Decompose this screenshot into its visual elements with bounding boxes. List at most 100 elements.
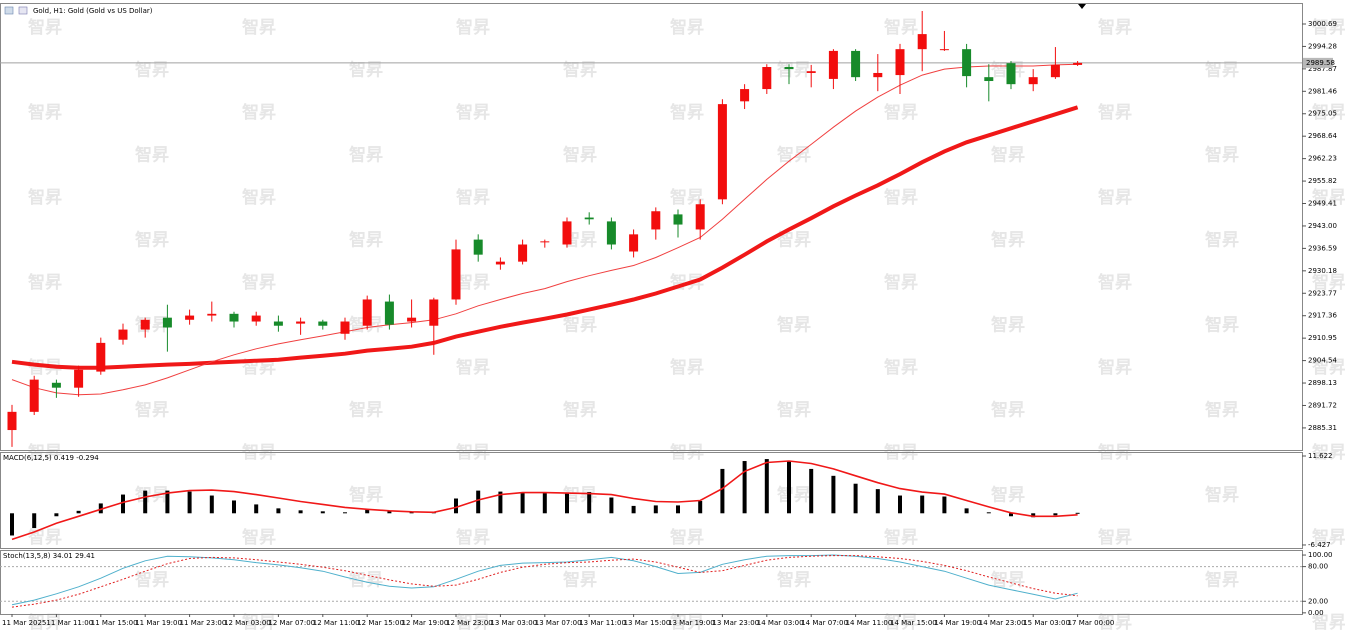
candle-body	[784, 67, 794, 70]
macd-bar	[1053, 513, 1058, 516]
x-tick-label: 11 Mar 11:00	[46, 619, 93, 627]
y-tick-label: -6.427	[1308, 541, 1331, 549]
watermark: 智昇	[563, 570, 597, 591]
candle-body	[606, 221, 616, 245]
watermark: 智昇	[28, 272, 62, 293]
candle-body	[273, 321, 283, 326]
watermark: 智昇	[242, 527, 276, 548]
candle-body	[185, 315, 195, 320]
watermark: 智昇	[670, 357, 704, 378]
macd-bar	[209, 495, 214, 514]
y-tick-label: 2949.41	[1308, 200, 1337, 208]
candle-body	[740, 89, 750, 102]
candle-body	[29, 379, 39, 412]
watermark: 智昇	[884, 17, 918, 38]
macd-bar	[631, 505, 636, 514]
watermark: 智昇	[135, 400, 169, 421]
macd-bar	[232, 500, 236, 514]
watermark: 智昇	[777, 60, 811, 81]
watermark: 智昇	[563, 400, 597, 421]
macd-bar	[1031, 513, 1036, 518]
macd-bar	[764, 459, 769, 514]
candle-body	[251, 315, 261, 322]
x-tick-label: 13 Mar 03:00	[490, 619, 537, 627]
watermark: 智昇	[456, 527, 490, 548]
watermark: 智昇	[28, 102, 62, 123]
y-tick-label: 2955.82	[1308, 177, 1337, 185]
watermark: 智昇	[991, 230, 1025, 251]
macd-bar	[942, 496, 947, 514]
watermark: 智昇	[28, 527, 62, 548]
candle-body	[429, 299, 439, 326]
macd-bar	[565, 493, 569, 514]
x-tick-label: 12 Mar 23:00	[446, 619, 493, 627]
candle-body	[407, 317, 417, 322]
y-tick-label: 2975.05	[1308, 110, 1337, 118]
watermark: 智昇	[1098, 272, 1132, 293]
macd-bar	[831, 475, 836, 514]
y-tick-label: 2891.72	[1308, 401, 1337, 409]
watermark: 智昇	[884, 357, 918, 378]
macd-bar	[853, 483, 858, 514]
plot-layer: 3000.69 2994.28 2987.87 2981.46 2975.05 2968.…	[0, 11, 1337, 627]
watermark: 智昇	[1312, 17, 1345, 38]
watermark: 智昇	[991, 485, 1025, 506]
candle-body	[118, 329, 128, 340]
watermark: 智昇	[135, 60, 169, 81]
y-tick-label: 2917.36	[1308, 312, 1337, 320]
chart-title: Gold, H1: Gold (Gold vs US Dollar)	[33, 7, 153, 15]
y-tick-label: 2968.64	[1308, 132, 1337, 140]
watermark: 智昇	[349, 230, 383, 251]
y-tick-label: 2898.13	[1308, 379, 1337, 387]
watermark: 智昇	[349, 570, 383, 591]
candle-body	[1028, 77, 1038, 85]
watermark: 智昇	[1312, 102, 1345, 123]
candle-body	[296, 321, 306, 324]
y-tick-label: 20.00	[1308, 597, 1328, 605]
x-tick-label: 13 Mar 23:00	[712, 619, 759, 627]
macd-bar	[276, 508, 281, 514]
candle-body	[695, 204, 705, 230]
candle-body	[518, 244, 528, 262]
watermark: 智昇	[1205, 60, 1239, 81]
macd-bar	[898, 495, 902, 514]
x-tick-label: 13 Mar 19:00	[668, 619, 715, 627]
symbol-icon[interactable]	[4, 6, 14, 15]
watermark: 智昇	[28, 612, 62, 633]
candle-body	[207, 313, 217, 316]
candle-body	[962, 49, 972, 77]
candle-body	[762, 67, 772, 90]
y-tick-label: 2987.87	[1308, 65, 1337, 73]
candle-body	[984, 77, 994, 82]
candle-body	[451, 249, 461, 300]
y-tick-label: 2904.54	[1308, 357, 1337, 365]
macd-bar	[964, 508, 969, 514]
watermark: 智昇	[884, 612, 918, 633]
macd-bar	[875, 489, 880, 514]
macd-bar	[454, 498, 458, 514]
watermark: 智昇	[456, 612, 490, 633]
timeframe-icon[interactable]	[18, 6, 28, 15]
watermark: 智昇	[1312, 442, 1345, 463]
watermark: 智昇	[1205, 485, 1239, 506]
watermark: 智昇	[670, 187, 704, 208]
x-tick-label: 12 Mar 11:00	[313, 619, 360, 627]
macd-bar	[742, 461, 747, 514]
candle-body	[1073, 62, 1083, 65]
watermark: 智昇	[670, 102, 704, 123]
macd-bar	[10, 513, 14, 536]
candle-body	[74, 369, 84, 388]
macd-bar	[143, 490, 148, 514]
x-tick-label: 14 Mar 03:00	[757, 619, 804, 627]
watermark: 智昇	[135, 570, 169, 591]
watermark: 智昇	[456, 187, 490, 208]
watermark: 智昇	[1312, 612, 1345, 633]
macd-bar	[76, 510, 81, 514]
macd-bar	[720, 468, 725, 514]
watermark: 智昇	[777, 485, 811, 506]
watermark: 智昇	[242, 272, 276, 293]
y-tick-label: 11.622	[1308, 452, 1333, 460]
watermark: 智昇	[1312, 357, 1345, 378]
indicator-line	[11, 105, 1079, 370]
